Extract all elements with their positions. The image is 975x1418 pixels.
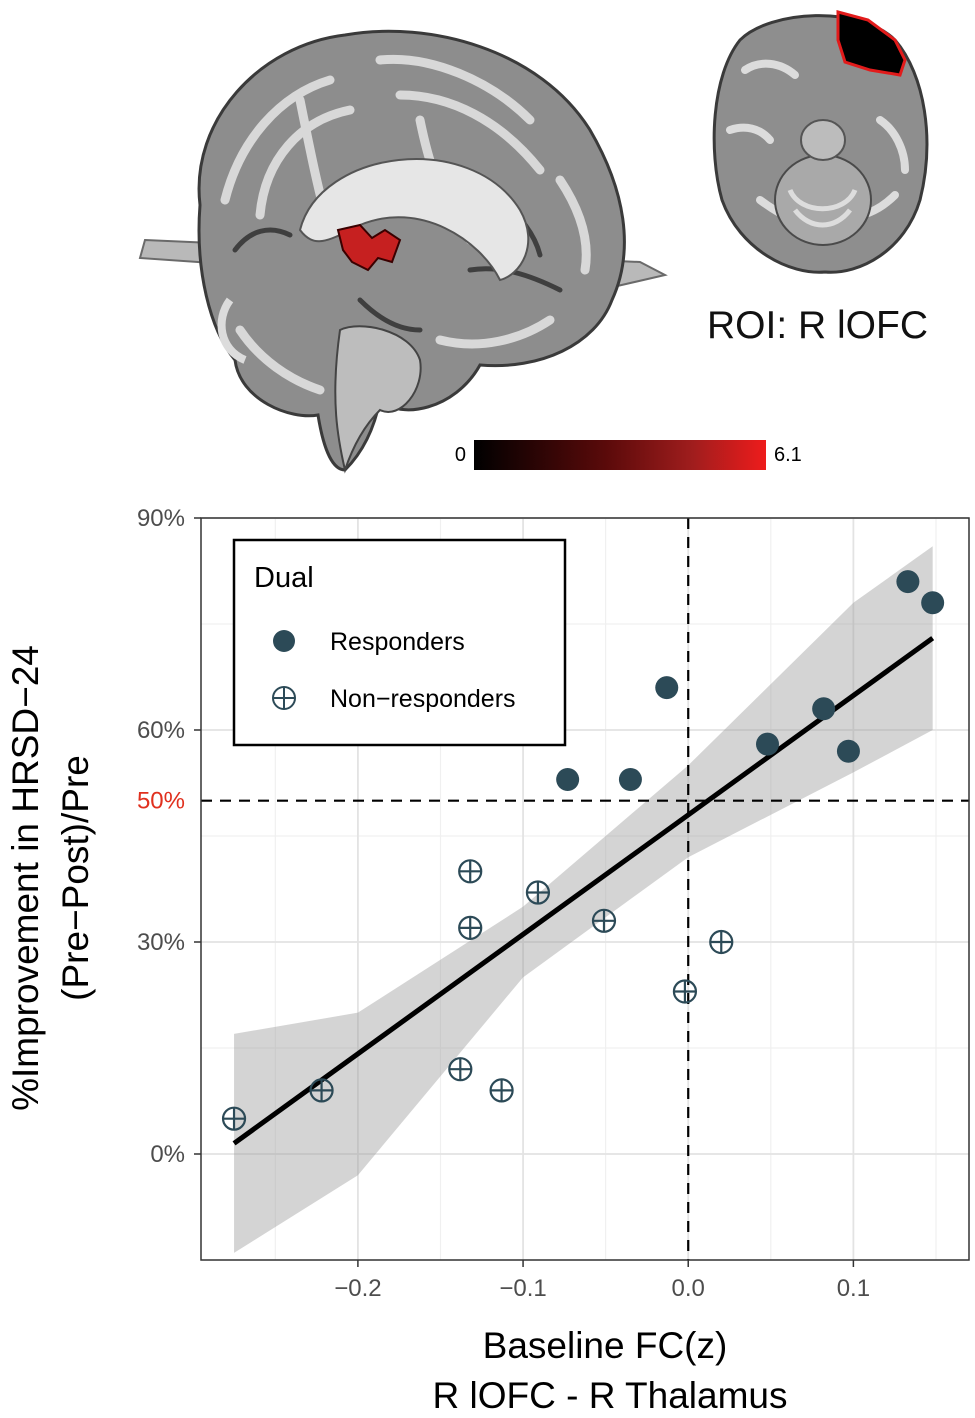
confidence-band-layer <box>234 546 933 1253</box>
legend-title: Dual <box>254 562 314 594</box>
y-tick-label: 60% <box>137 717 185 744</box>
fit-line-layer <box>232 636 935 1146</box>
non-responder-point <box>458 915 483 940</box>
responder-point <box>756 732 780 756</box>
responder-point <box>618 767 642 791</box>
colorbar-max-label: 6.1 <box>774 444 802 466</box>
plot-border <box>200 517 970 1261</box>
y-tick-label: 90% <box>137 505 185 532</box>
x-axis-title-line2: R lOFC - R Thalamus <box>433 1375 788 1416</box>
y-axis: 0% 30% 60% 90% 50% <box>137 505 201 1168</box>
responder-point <box>556 767 580 791</box>
scatter-plot: −0.2 −0.1 0.0 0.1 0% 30% 60% 90% 50% Dual Respo… <box>5 505 970 1416</box>
x-axis: −0.2 −0.1 0.0 0.1 <box>334 1260 870 1302</box>
non-responder-point <box>489 1078 514 1103</box>
responder-point <box>921 591 945 615</box>
reference-lines <box>201 518 969 1260</box>
confidence-band <box>234 546 933 1253</box>
y-tick-label: 0% <box>150 1141 185 1168</box>
x-tick-label: −0.2 <box>334 1275 381 1302</box>
points-layer <box>221 570 945 1131</box>
non-responder-point <box>525 880 551 905</box>
x-tick-label: 0.1 <box>837 1275 870 1302</box>
x-axis-title-line1: Baseline FC(z) <box>483 1325 728 1366</box>
responder-point <box>896 570 920 594</box>
y-tick-label: 30% <box>137 929 185 956</box>
legend-non-responders-label: Non−responders <box>330 685 516 713</box>
legend-non-responders-marker <box>272 686 296 710</box>
responder-point <box>836 739 860 763</box>
regression-line <box>232 636 935 1146</box>
legend-responders-marker <box>273 630 295 652</box>
non-responder-point <box>221 1106 247 1131</box>
axial-brain-image <box>712 10 929 274</box>
non-responder-point <box>709 929 734 955</box>
x-tick-label: 0.0 <box>672 1275 705 1302</box>
non-responder-point <box>672 979 698 1004</box>
non-responder-point <box>591 908 617 933</box>
colorbar <box>474 440 766 470</box>
non-responder-point <box>458 859 483 884</box>
responder-point <box>812 697 836 721</box>
responder-point <box>655 676 679 700</box>
y-axis-title-line2: (Pre−Post)/Pre <box>55 755 96 1001</box>
y-tick-label-threshold: 50% <box>137 788 185 815</box>
x-tick-label: −0.1 <box>499 1275 546 1302</box>
legend: Dual Responders Non−responders <box>232 538 567 747</box>
y-axis-title-line1: %Improvement in HRSD−24 <box>5 645 46 1111</box>
roi-label: ROI: R lOFC <box>707 304 928 347</box>
non-responder-point <box>448 1057 473 1082</box>
sagittal-brain-image <box>138 29 668 474</box>
non-responder-point <box>309 1078 334 1103</box>
legend-responders-label: Responders <box>330 628 465 656</box>
colorbar-min-label: 0 <box>455 444 466 466</box>
